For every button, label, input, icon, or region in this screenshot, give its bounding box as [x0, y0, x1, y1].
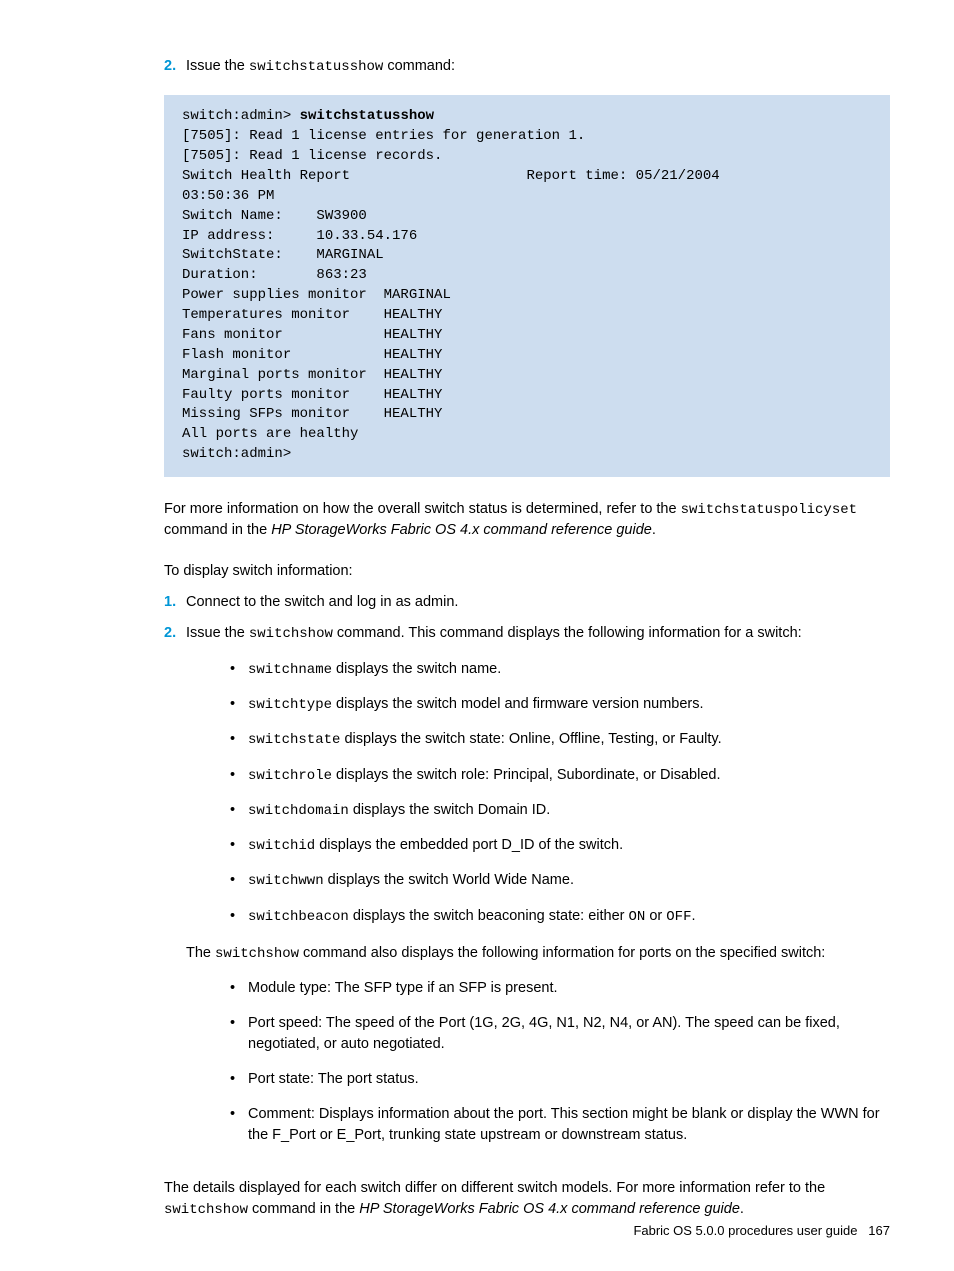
bullet-icon: •	[230, 1013, 248, 1055]
command-text: switchid	[248, 838, 315, 854]
paragraph: To display switch information:	[164, 561, 890, 582]
command-text: switchname	[248, 662, 332, 678]
bullet-item: • switchrole displays the switch role: P…	[230, 765, 890, 786]
paragraph: The details displayed for each switch di…	[164, 1178, 890, 1220]
command-text: switchshow	[215, 946, 299, 962]
step-text: Issue the switchstatusshow command:	[186, 56, 890, 77]
bullet-icon: •	[230, 906, 248, 927]
page-footer: Fabric OS 5.0.0 procedures user guide 16…	[633, 1222, 890, 1241]
step-number: 1.	[164, 592, 186, 613]
bullet-item: • switchdomain displays the switch Domai…	[230, 800, 890, 821]
bullet-item: • Port speed: The speed of the Port (1G,…	[230, 1013, 890, 1055]
bullet-item: • switchid displays the embedded port D_…	[230, 835, 890, 856]
terminal-output: switch:admin> switchstatusshow [7505]: R…	[164, 95, 890, 477]
step-1b: 1. Connect to the switch and log in as a…	[164, 592, 890, 613]
command-text: switchstatuspolicyset	[681, 502, 857, 518]
bullet-icon: •	[230, 659, 248, 680]
bullet-item: • switchstate displays the switch state:…	[230, 729, 890, 750]
bullet-icon: •	[230, 800, 248, 821]
step-2: 2. Issue the switchstatusshow command:	[164, 56, 890, 77]
step-text: Connect to the switch and log in as admi…	[186, 592, 890, 613]
command-text: switchwwn	[248, 873, 324, 889]
bullet-icon: •	[230, 835, 248, 856]
command-text: switchstatusshow	[249, 59, 383, 75]
command-text: switchstate	[248, 732, 340, 748]
bullet-item: • switchname displays the switch name.	[230, 659, 890, 680]
bullet-icon: •	[230, 694, 248, 715]
command-text: switchdomain	[248, 803, 349, 819]
bullet-item: • switchbeacon displays the switch beaco…	[230, 906, 890, 927]
bullet-icon: •	[230, 1104, 248, 1146]
bullet-icon: •	[230, 978, 248, 999]
bullet-item: • Port state: The port status.	[230, 1069, 890, 1090]
bullet-icon: •	[230, 1069, 248, 1090]
step-number: 2.	[164, 56, 186, 77]
command-text: switchbeacon	[248, 909, 349, 925]
page-number: 167	[868, 1223, 890, 1238]
doc-reference: HP StorageWorks Fabric OS 4.x command re…	[271, 522, 652, 538]
paragraph: The switchshow command also displays the…	[186, 943, 890, 964]
command-text: switchtype	[248, 697, 332, 713]
doc-reference: HP StorageWorks Fabric OS 4.x command re…	[359, 1201, 740, 1217]
bullet-icon: •	[230, 870, 248, 891]
command-text: switchrole	[248, 768, 332, 784]
command-text: switchshow	[164, 1202, 248, 1218]
document-page: 2. Issue the switchstatusshow command: s…	[0, 0, 954, 1271]
bullet-icon: •	[230, 765, 248, 786]
bullet-item: • Module type: The SFP type if an SFP is…	[230, 978, 890, 999]
paragraph: For more information on how the overall …	[164, 499, 890, 541]
bullet-icon: •	[230, 729, 248, 750]
step-2b: 2. Issue the switchshow command. This co…	[164, 623, 890, 1160]
step-text: Issue the switchshow command. This comma…	[186, 623, 890, 1160]
step-number: 2.	[164, 623, 186, 1160]
bullet-item: • switchwwn displays the switch World Wi…	[230, 870, 890, 891]
bullet-item: • Comment: Displays information about th…	[230, 1104, 890, 1146]
bullet-item: • switchtype displays the switch model a…	[230, 694, 890, 715]
command-text: switchshow	[249, 626, 333, 642]
